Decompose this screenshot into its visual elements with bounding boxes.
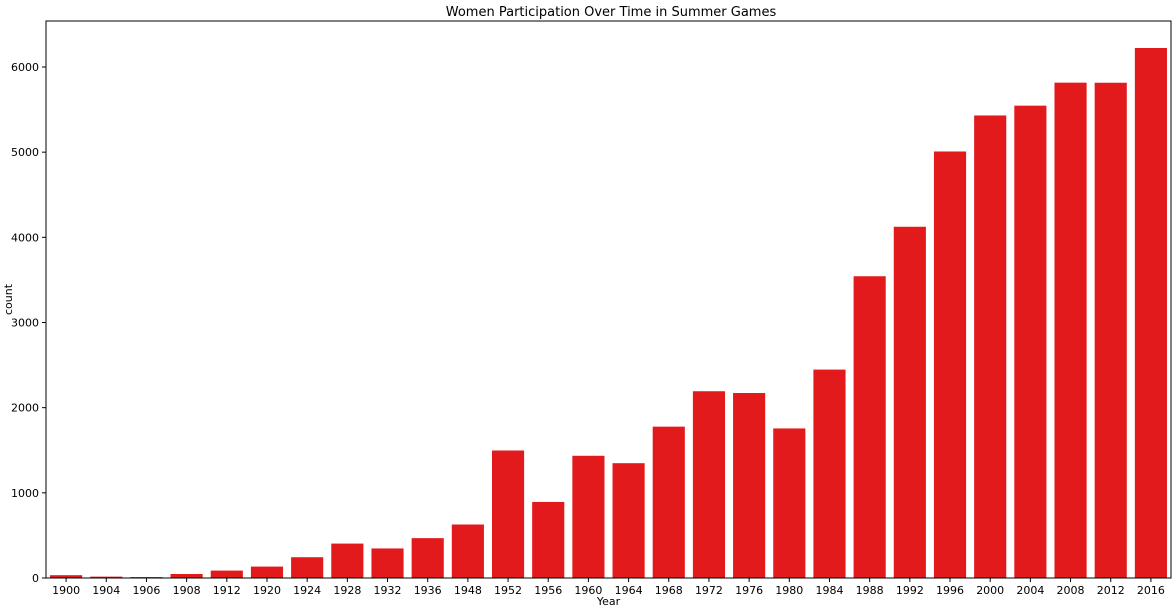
x-tick-label: 1960 [574, 584, 602, 597]
x-tick-label: 2012 [1097, 584, 1125, 597]
y-tick-label: 5000 [11, 146, 39, 159]
y-tick-label: 1000 [11, 487, 39, 500]
x-tick-label: 2004 [1016, 584, 1044, 597]
bar-1900 [50, 575, 83, 578]
bar-1948 [451, 524, 484, 578]
x-tick-label: 1904 [92, 584, 120, 597]
bar-1936 [411, 538, 444, 578]
bar-1972 [692, 391, 726, 578]
plot-frame [45, 20, 1172, 579]
bar-1980 [773, 428, 806, 578]
x-tick-label: 1936 [414, 584, 442, 597]
bar-1964 [612, 463, 645, 578]
y-tick-label: 3000 [11, 316, 39, 329]
x-tick-label: 1932 [374, 584, 402, 597]
bar-1924 [291, 557, 324, 578]
bar-2008 [1054, 82, 1087, 578]
x-tick-label: 1948 [454, 584, 482, 597]
bar-1932 [371, 548, 404, 578]
bar-1956 [532, 501, 565, 578]
bar-1904 [90, 576, 123, 578]
bar-1992 [893, 226, 926, 578]
x-tick-label: 1924 [293, 584, 321, 597]
bar-1968 [652, 426, 685, 578]
x-tick-label: 1968 [655, 584, 683, 597]
bar-1928 [331, 543, 364, 578]
x-tick-label: 1972 [695, 584, 723, 597]
bar-1976 [733, 393, 766, 578]
bar-2012 [1094, 82, 1127, 578]
x-tick-label: 2008 [1057, 584, 1085, 597]
x-tick-label: 1988 [856, 584, 884, 597]
x-tick-label: 1992 [896, 584, 924, 597]
x-tick-label: 1980 [775, 584, 803, 597]
bar-2016 [1134, 48, 1167, 578]
x-tick-label: 2016 [1137, 584, 1165, 597]
x-tick-label: 1964 [615, 584, 643, 597]
x-tick-label: 1984 [815, 584, 843, 597]
x-tick-label: 2000 [976, 584, 1004, 597]
bar-2004 [1014, 105, 1047, 578]
y-tick-label: 0 [32, 572, 39, 585]
bar-1996 [933, 151, 967, 579]
bar-1912 [210, 570, 243, 578]
x-axis-ticks: 1900 1904 1906 1908 1912 1920 1924 1928 1932 1936… [52, 578, 1165, 597]
y-tick-label: 4000 [11, 231, 39, 244]
bar-1984 [813, 369, 846, 578]
chart-title: Women Participation Over Time in Summer … [446, 5, 777, 20]
x-tick-label: 1928 [333, 584, 361, 597]
x-tick-label: 1996 [936, 584, 964, 597]
bars-group [50, 48, 1167, 579]
x-tick-label: 1906 [132, 584, 160, 597]
y-tick-label: 6000 [11, 61, 39, 74]
bar-1988 [853, 276, 886, 578]
x-tick-label: 1952 [494, 584, 522, 597]
y-axis-ticks: 0 1000 2000 3000 4000 5000 6000 [11, 61, 46, 585]
x-tick-label: 1956 [534, 584, 562, 597]
bar-1920 [250, 566, 284, 578]
x-tick-label: 1976 [735, 584, 763, 597]
y-axis-label: count [2, 283, 15, 315]
bar-1952 [491, 450, 525, 578]
x-tick-label: 1900 [52, 584, 80, 597]
y-tick-label: 2000 [11, 402, 39, 415]
bar-1960 [572, 455, 605, 578]
bar-2000 [974, 115, 1007, 578]
x-tick-label: 1908 [173, 584, 201, 597]
x-tick-label: 1920 [253, 584, 281, 597]
x-tick-label: 1912 [213, 584, 241, 597]
x-axis-label: Year [596, 595, 621, 607]
bar-1908 [170, 574, 203, 578]
